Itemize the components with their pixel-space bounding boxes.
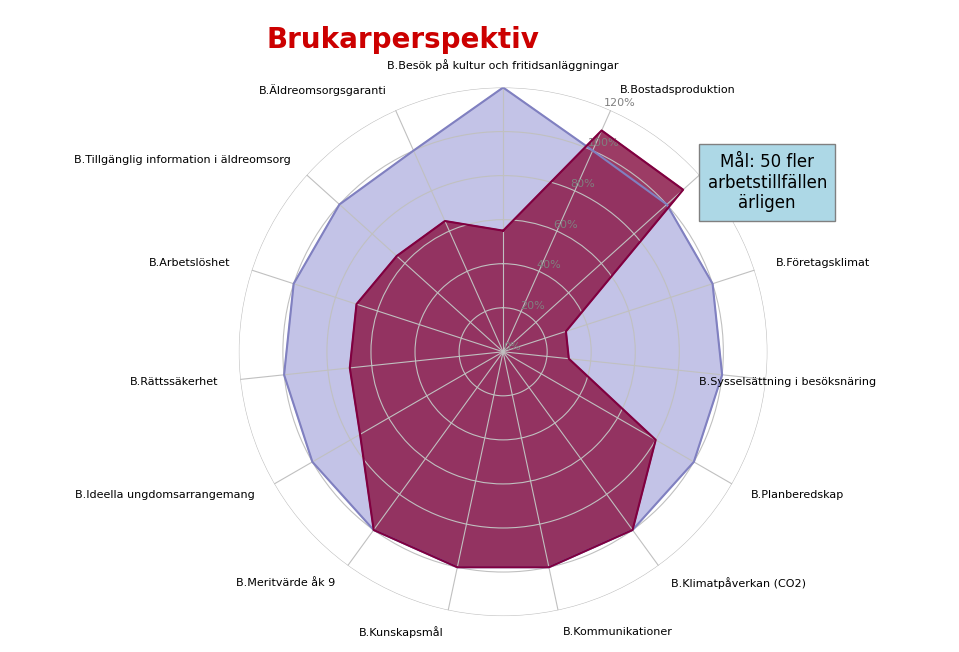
Polygon shape [284, 87, 722, 567]
Text: B.Kommunikationer: B.Kommunikationer [563, 627, 672, 637]
Text: B.Klimatpåverkan (CO2): B.Klimatpåverkan (CO2) [671, 578, 807, 589]
Text: B.Besök på kultur och fritidsanläggningar: B.Besök på kultur och fritidsanläggninga… [387, 59, 619, 72]
Text: B.Tillgänglig information i äldreomsorg: B.Tillgänglig information i äldreomsorg [74, 155, 291, 165]
Text: B.Kunskapsmål: B.Kunskapsmål [359, 626, 444, 638]
Text: B.Äldreomsorgsgaranti: B.Äldreomsorgsgaranti [259, 84, 386, 96]
Text: Mål: 50 fler
arbetstillfällen
ärligen: Mål: 50 fler arbetstillfällen ärligen [708, 153, 827, 213]
Text: B.Arbetsmarknad: B.Arbetsmarknad [715, 155, 813, 165]
Text: B.Sysselsättning i besöksnäring: B.Sysselsättning i besöksnäring [699, 377, 877, 387]
Text: B.Arbetslöshet: B.Arbetslöshet [150, 258, 231, 269]
Text: B.Företagsklimat: B.Företagsklimat [776, 258, 870, 269]
Text: Brukarperspektiv: Brukarperspektiv [267, 26, 539, 54]
Text: B.Ideella ungdomsarrangemang: B.Ideella ungdomsarrangemang [76, 490, 255, 500]
Text: B.Planberedskap: B.Planberedskap [751, 490, 844, 500]
Text: B.Bostadsproduktion: B.Bostadsproduktion [620, 85, 736, 95]
Polygon shape [350, 130, 683, 567]
Text: B.Rättssäkerhet: B.Rättssäkerhet [129, 377, 219, 387]
Text: B.Meritvärde åk 9: B.Meritvärde åk 9 [236, 578, 335, 588]
